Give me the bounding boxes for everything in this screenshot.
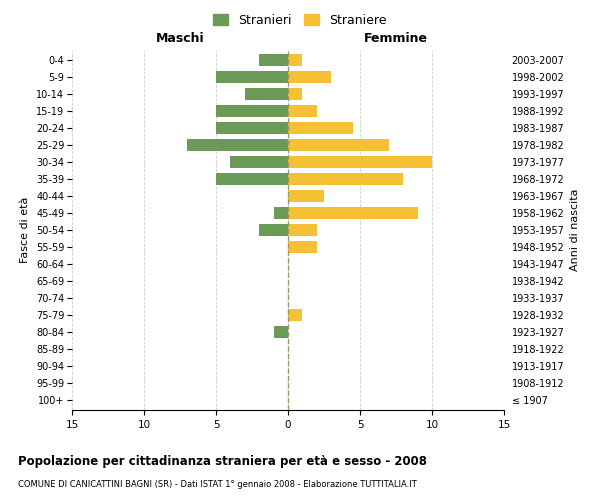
Bar xyxy=(187,139,288,151)
Bar xyxy=(288,241,317,253)
Text: Femmine: Femmine xyxy=(364,32,428,45)
Bar xyxy=(288,156,432,168)
Bar xyxy=(288,309,302,321)
Bar xyxy=(216,71,288,84)
Bar xyxy=(288,71,331,84)
Bar xyxy=(274,326,288,338)
Bar xyxy=(259,54,288,66)
Text: COMUNE DI CANICATTINI BAGNI (SR) - Dati ISTAT 1° gennaio 2008 - Elaborazione TUT: COMUNE DI CANICATTINI BAGNI (SR) - Dati … xyxy=(18,480,417,489)
Text: Maschi: Maschi xyxy=(155,32,205,45)
Bar xyxy=(288,224,317,236)
Bar xyxy=(288,207,418,219)
Bar xyxy=(216,173,288,185)
Text: Popolazione per cittadinanza straniera per età e sesso - 2008: Popolazione per cittadinanza straniera p… xyxy=(18,455,427,468)
Bar xyxy=(288,122,353,134)
Bar xyxy=(288,88,302,101)
Bar xyxy=(288,54,302,66)
Bar xyxy=(245,88,288,101)
Y-axis label: Fasce di età: Fasce di età xyxy=(20,197,31,263)
Y-axis label: Anni di nascita: Anni di nascita xyxy=(570,188,580,271)
Legend: Stranieri, Straniere: Stranieri, Straniere xyxy=(208,8,392,32)
Bar xyxy=(288,173,403,185)
Bar xyxy=(259,224,288,236)
Bar xyxy=(230,156,288,168)
Bar xyxy=(216,105,288,117)
Bar xyxy=(274,207,288,219)
Bar xyxy=(288,190,324,202)
Bar xyxy=(288,105,317,117)
Bar xyxy=(216,122,288,134)
Bar xyxy=(288,139,389,151)
